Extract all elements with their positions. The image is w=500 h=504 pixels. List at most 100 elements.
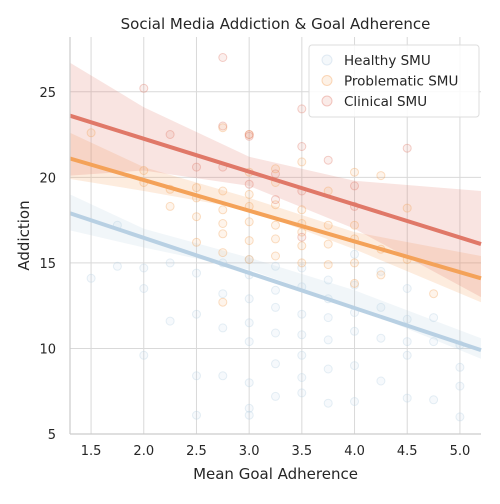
data-point bbox=[351, 398, 359, 406]
y-axis-label: Addiction bbox=[15, 200, 33, 270]
data-point bbox=[193, 238, 201, 246]
data-point bbox=[219, 54, 227, 62]
x-tick-label: 1.5 bbox=[81, 444, 102, 459]
data-point bbox=[219, 290, 227, 298]
data-point bbox=[272, 262, 280, 270]
data-point bbox=[298, 331, 306, 339]
data-point bbox=[166, 131, 174, 139]
data-point bbox=[272, 170, 280, 178]
data-point bbox=[324, 156, 332, 164]
data-point bbox=[193, 163, 201, 171]
data-point bbox=[245, 132, 253, 140]
legend-marker bbox=[322, 55, 332, 65]
data-point bbox=[351, 279, 359, 287]
data-point bbox=[245, 379, 253, 387]
y-tick-label: 10 bbox=[39, 342, 56, 357]
data-point bbox=[272, 196, 280, 204]
y-tick-label: 25 bbox=[39, 86, 56, 101]
data-point bbox=[324, 399, 332, 407]
data-point bbox=[430, 338, 438, 346]
data-point bbox=[403, 144, 411, 152]
data-point bbox=[245, 411, 253, 419]
data-point bbox=[298, 233, 306, 241]
data-point bbox=[219, 206, 227, 214]
data-point bbox=[166, 317, 174, 325]
data-point bbox=[272, 252, 280, 260]
data-point bbox=[219, 249, 227, 257]
data-point bbox=[298, 206, 306, 214]
data-point bbox=[351, 250, 359, 258]
data-point bbox=[324, 276, 332, 284]
data-point bbox=[403, 315, 411, 323]
data-point bbox=[219, 230, 227, 238]
legend-label: Clinical SMU bbox=[344, 94, 427, 110]
data-point bbox=[430, 396, 438, 404]
data-point bbox=[166, 202, 174, 210]
y-tick-label: 20 bbox=[39, 171, 56, 186]
x-tick-label: 4.5 bbox=[397, 444, 418, 459]
x-tick-label: 2.0 bbox=[133, 444, 154, 459]
data-point bbox=[324, 221, 332, 229]
x-tick-label: 5.0 bbox=[450, 444, 471, 459]
data-point bbox=[193, 184, 201, 192]
data-point bbox=[219, 220, 227, 228]
data-point bbox=[272, 221, 280, 229]
data-point bbox=[456, 413, 464, 421]
data-point bbox=[377, 377, 385, 385]
data-point bbox=[298, 158, 306, 166]
data-point bbox=[219, 372, 227, 380]
data-point bbox=[219, 324, 227, 332]
chart-title: Social Media Addiction & Goal Adherence bbox=[121, 15, 431, 33]
data-point bbox=[456, 382, 464, 390]
data-point bbox=[272, 360, 280, 368]
data-point bbox=[377, 271, 385, 279]
data-point bbox=[403, 338, 411, 346]
legend-label: Healthy SMU bbox=[344, 53, 431, 69]
data-point bbox=[377, 303, 385, 311]
data-point bbox=[403, 351, 411, 359]
data-point bbox=[430, 314, 438, 322]
data-point bbox=[298, 310, 306, 318]
data-point bbox=[298, 374, 306, 382]
data-point bbox=[193, 213, 201, 221]
data-point bbox=[193, 411, 201, 419]
data-point bbox=[245, 237, 253, 245]
data-point bbox=[245, 256, 253, 264]
data-point bbox=[298, 259, 306, 267]
x-tick-label: 3.5 bbox=[292, 444, 313, 459]
y-tick-label: 15 bbox=[39, 257, 56, 272]
x-tick-label: 2.5 bbox=[186, 444, 207, 459]
data-point bbox=[351, 221, 359, 229]
legend: Healthy SMU Problematic SMU Clinical SMU bbox=[309, 45, 479, 117]
data-point bbox=[245, 190, 253, 198]
x-tick-label: 3.0 bbox=[239, 444, 260, 459]
data-point bbox=[140, 264, 148, 272]
data-point bbox=[272, 329, 280, 337]
data-point bbox=[193, 269, 201, 277]
data-point bbox=[166, 259, 174, 267]
data-point bbox=[245, 218, 253, 226]
data-point bbox=[272, 303, 280, 311]
data-point bbox=[245, 338, 253, 346]
x-tick-label: 4.0 bbox=[344, 444, 365, 459]
data-point bbox=[245, 295, 253, 303]
data-point bbox=[298, 389, 306, 397]
data-point bbox=[219, 187, 227, 195]
data-point bbox=[324, 240, 332, 248]
data-point bbox=[193, 372, 201, 380]
data-point bbox=[324, 336, 332, 344]
data-point bbox=[245, 180, 253, 188]
data-point bbox=[377, 334, 385, 342]
data-point bbox=[351, 327, 359, 335]
data-point bbox=[272, 235, 280, 243]
data-point bbox=[140, 351, 148, 359]
data-point bbox=[140, 285, 148, 293]
data-point bbox=[351, 362, 359, 370]
data-point bbox=[298, 351, 306, 359]
data-point bbox=[272, 392, 280, 400]
data-point bbox=[377, 172, 385, 180]
data-point bbox=[87, 274, 95, 282]
data-point bbox=[87, 129, 95, 137]
data-point bbox=[219, 122, 227, 130]
